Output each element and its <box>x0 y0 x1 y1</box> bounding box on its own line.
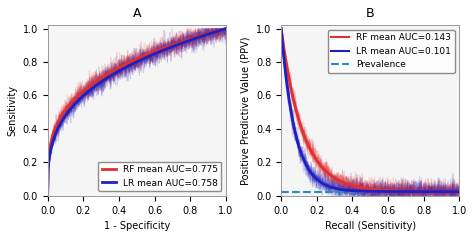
RF mean AUC=0.775 <box>150 51 156 54</box>
LR mean AUC=0.101 <box>384 190 390 193</box>
RF mean AUC=0.775 <box>195 35 201 38</box>
LR mean AUC=0.101 <box>428 190 434 193</box>
X-axis label: Recall (Sensitivity): Recall (Sensitivity) <box>325 221 416 231</box>
RF mean AUC=0.143 <box>279 32 284 35</box>
LR mean AUC=0.758 <box>151 53 156 55</box>
RF mean AUC=0.775 <box>46 162 51 165</box>
LR mean AUC=0.758 <box>46 167 51 170</box>
Title: A: A <box>133 7 141 20</box>
LR mean AUC=0.101 <box>440 190 446 193</box>
LR mean AUC=0.758 <box>195 36 201 39</box>
RF mean AUC=0.775 <box>151 50 156 53</box>
Line: RF mean AUC=0.775: RF mean AUC=0.775 <box>47 29 226 196</box>
Y-axis label: Sensitivity: Sensitivity <box>7 85 17 136</box>
RF mean AUC=0.143 <box>278 27 284 30</box>
RF mean AUC=0.143 <box>440 190 446 193</box>
X-axis label: 1 - Specificity: 1 - Specificity <box>104 221 170 231</box>
LR mean AUC=0.101 <box>279 34 284 37</box>
RF mean AUC=0.775 <box>154 50 160 52</box>
LR mean AUC=0.101 <box>278 27 284 30</box>
LR mean AUC=0.758 <box>150 53 156 56</box>
LR mean AUC=0.101 <box>387 190 393 193</box>
RF mean AUC=0.143 <box>384 189 390 192</box>
LR mean AUC=0.101 <box>456 190 462 193</box>
Line: LR mean AUC=0.101: LR mean AUC=0.101 <box>281 29 459 192</box>
Y-axis label: Positive Predictive Value (PPV): Positive Predictive Value (PPV) <box>240 36 250 185</box>
RF mean AUC=0.775 <box>45 194 50 197</box>
Title: B: B <box>366 7 374 20</box>
RF mean AUC=0.775 <box>223 27 229 30</box>
Line: LR mean AUC=0.758: LR mean AUC=0.758 <box>47 29 226 196</box>
RF mean AUC=0.143 <box>387 189 393 192</box>
RF mean AUC=0.143 <box>456 190 462 193</box>
LR mean AUC=0.758 <box>223 27 229 30</box>
LR mean AUC=0.758 <box>154 51 160 54</box>
Line: RF mean AUC=0.143: RF mean AUC=0.143 <box>281 29 459 192</box>
Legend: RF mean AUC=0.775, LR mean AUC=0.758: RF mean AUC=0.775, LR mean AUC=0.758 <box>99 162 221 191</box>
LR mean AUC=0.758 <box>206 32 212 35</box>
RF mean AUC=0.143 <box>384 189 390 192</box>
RF mean AUC=0.143 <box>428 190 434 193</box>
Legend: RF mean AUC=0.143, LR mean AUC=0.101, Prevalence: RF mean AUC=0.143, LR mean AUC=0.101, Pr… <box>328 30 455 73</box>
LR mean AUC=0.101 <box>384 190 390 193</box>
LR mean AUC=0.758 <box>45 194 50 197</box>
RF mean AUC=0.775 <box>206 32 212 35</box>
